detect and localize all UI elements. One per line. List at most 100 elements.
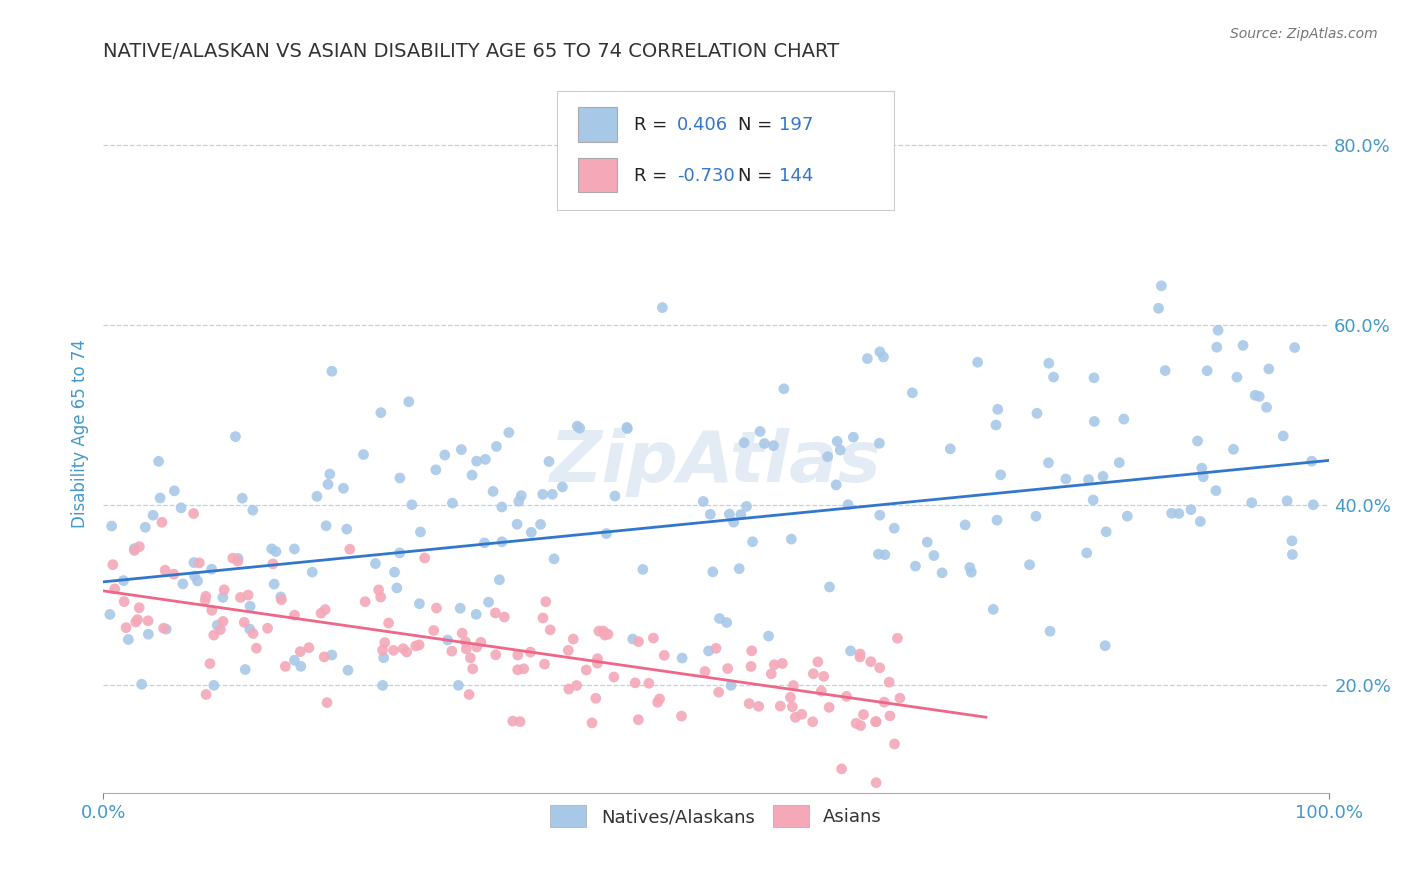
Point <box>960 566 983 580</box>
Point <box>354 595 377 609</box>
Point <box>886 632 908 646</box>
Point <box>1302 498 1324 512</box>
Point <box>401 498 423 512</box>
Point <box>1180 502 1202 516</box>
Text: R =: R = <box>634 167 673 185</box>
Point <box>371 678 394 692</box>
Point <box>339 542 361 557</box>
Point <box>603 489 626 503</box>
Point <box>433 448 456 462</box>
Point <box>716 615 738 630</box>
Point <box>373 650 395 665</box>
Point <box>586 656 609 670</box>
Point <box>987 402 1010 417</box>
Point <box>780 532 803 546</box>
Point <box>723 515 745 529</box>
Point <box>124 541 146 556</box>
Point <box>510 489 533 503</box>
Point <box>693 665 716 679</box>
Point <box>367 582 389 597</box>
Point <box>242 626 264 640</box>
Point <box>631 562 654 576</box>
Point <box>242 503 264 517</box>
Point <box>1257 362 1279 376</box>
Point <box>382 643 405 657</box>
Point <box>558 681 581 696</box>
Point <box>643 631 665 645</box>
Text: -0.730: -0.730 <box>676 167 735 185</box>
Text: N =: N = <box>738 116 779 135</box>
Point <box>859 655 882 669</box>
Point <box>1018 558 1040 572</box>
Text: 197: 197 <box>779 116 813 135</box>
Point <box>124 543 146 558</box>
Point <box>849 650 872 665</box>
Point <box>868 547 890 561</box>
Point <box>818 700 841 714</box>
Point <box>314 649 336 664</box>
Point <box>408 597 430 611</box>
Point <box>449 601 471 615</box>
Point <box>491 534 513 549</box>
Point <box>533 657 555 672</box>
Point <box>194 593 217 607</box>
Point <box>502 714 524 728</box>
Point <box>990 467 1012 482</box>
Point <box>233 663 256 677</box>
Text: 144: 144 <box>779 167 813 185</box>
Point <box>825 434 848 449</box>
Point <box>194 589 217 603</box>
Point <box>1232 338 1254 352</box>
Point <box>586 651 609 665</box>
Text: 0.406: 0.406 <box>676 116 728 135</box>
Point <box>153 563 176 577</box>
Point <box>482 484 505 499</box>
Point <box>865 714 887 729</box>
Point <box>104 582 127 596</box>
Point <box>758 629 780 643</box>
Point <box>125 615 148 629</box>
Point <box>152 621 174 635</box>
Point <box>209 623 232 637</box>
Point <box>1108 456 1130 470</box>
Point <box>720 678 742 692</box>
Point <box>1091 469 1114 483</box>
Point <box>883 521 905 535</box>
Point <box>1025 509 1047 524</box>
Point <box>842 430 865 444</box>
Point <box>585 691 607 706</box>
Point <box>531 611 554 625</box>
Point <box>648 691 671 706</box>
Point <box>754 436 776 450</box>
Point <box>202 678 225 692</box>
Point <box>128 600 150 615</box>
Point <box>170 500 193 515</box>
Point <box>877 675 900 690</box>
Point <box>592 624 614 638</box>
Point <box>1284 341 1306 355</box>
Point <box>1192 469 1215 483</box>
Point <box>1205 340 1227 354</box>
Point <box>761 666 783 681</box>
Point <box>1026 406 1049 420</box>
Text: NATIVE/ALASKAN VS ASIAN DISABILITY AGE 65 TO 74 CORRELATION CHART: NATIVE/ALASKAN VS ASIAN DISABILITY AGE 6… <box>103 42 839 61</box>
Point <box>256 621 278 635</box>
Point <box>849 718 872 732</box>
Point <box>922 549 945 563</box>
Point <box>461 662 484 676</box>
Point <box>621 632 644 646</box>
Point <box>588 624 610 639</box>
Point <box>163 483 186 498</box>
Point <box>309 606 332 620</box>
Point <box>264 544 287 558</box>
Point <box>830 443 852 458</box>
Point <box>741 534 763 549</box>
Point <box>413 551 436 566</box>
Point <box>879 709 901 723</box>
Point <box>520 525 543 540</box>
Point <box>149 491 172 505</box>
Point <box>1076 546 1098 560</box>
Point <box>316 477 339 491</box>
Point <box>336 522 359 536</box>
Point <box>835 690 858 704</box>
